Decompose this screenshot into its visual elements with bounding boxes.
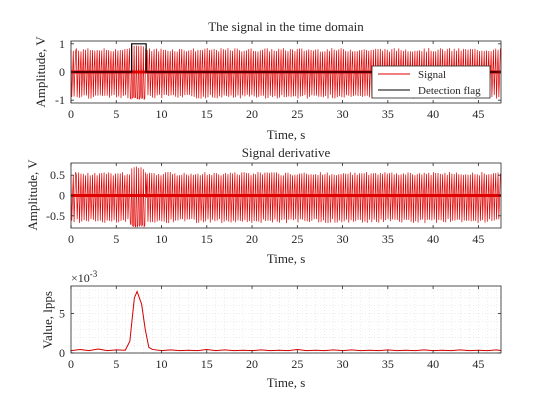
series-line-detection-flag [71, 43, 501, 73]
legend-box [371, 65, 491, 99]
panel3-y-ticks: 05 [59, 307, 501, 360]
panel2-ylabel: Amplitude, V [25, 159, 40, 231]
panel-derivative: Signal derivative 0 5 10 15 20 25 30 35 40 45 -0.… [25, 145, 502, 266]
x-tick-label: 5 [113, 107, 119, 121]
panel3-exponent-power: -3 [90, 269, 98, 279]
x-tick-label: 30 [337, 107, 349, 121]
x-tick-label: 25 [291, 107, 303, 121]
legend-detection-flag-label: Detection flag [418, 85, 481, 97]
panel3-grid [70, 286, 501, 354]
x-tick-label: 35 [382, 232, 394, 246]
panel3-axes-box [70, 285, 502, 354]
y-tick-label: -0.5 [46, 209, 65, 223]
x-tick-label: 30 [337, 232, 349, 246]
y-tick-label: 0 [59, 65, 65, 79]
x-tick-label: 10 [156, 357, 168, 371]
panel3-x-ticks: 0 5 10 15 20 25 30 35 40 45 [68, 286, 484, 371]
x-tick-label: 10 [156, 232, 168, 246]
series-line-signal [70, 44, 501, 100]
x-tick-label: 40 [427, 357, 439, 371]
legend-signal-label: Signal [418, 69, 446, 81]
x-tick-label: 0 [68, 357, 74, 371]
y-tick-label: 0.5 [50, 168, 65, 182]
panel3-exponent: ×10-3 [71, 269, 98, 285]
panel-time-domain: The signal in the time domain 0 5 10 15 20 25… [33, 19, 502, 142]
panel3-xlabel: Time, s [267, 375, 306, 390]
panel1-ylabel: Amplitude, V [33, 36, 48, 108]
panel3-ylabel: Value, lpps [40, 291, 55, 349]
y-tick-label: -1 [55, 93, 65, 107]
x-tick-label: 45 [472, 232, 484, 246]
x-tick-label: 0 [68, 107, 74, 121]
series-line-value [70, 290, 502, 352]
x-tick-label: 25 [291, 357, 303, 371]
series-line-signal [70, 166, 501, 228]
x-tick-label: 35 [382, 107, 394, 121]
y-tick-label: 5 [59, 307, 65, 321]
x-tick-label: 30 [337, 357, 349, 371]
x-tick-label: 35 [382, 357, 394, 371]
panel2-title: Signal derivative [242, 145, 331, 160]
x-tick-label: 45 [472, 107, 484, 121]
panel2-plot-area [70, 166, 501, 228]
x-tick-label: 20 [246, 107, 258, 121]
x-tick-label: 5 [113, 357, 119, 371]
panel2-x-ticks: 0 5 10 15 20 25 30 35 40 45 [68, 163, 484, 246]
panel-value: ×10-3 0 5 10 15 20 25 30 35 40 45 05 Time, s Valu… [40, 269, 502, 390]
y-tick-label: 0 [59, 346, 65, 360]
x-tick-label: 5 [113, 232, 119, 246]
x-tick-label: 15 [201, 232, 213, 246]
x-tick-label: 45 [472, 357, 484, 371]
panel1-x-ticks: 0 5 10 15 20 25 30 35 40 45 [68, 41, 484, 121]
y-tick-label: 1 [59, 37, 65, 51]
x-tick-label: 10 [156, 107, 168, 121]
panel3-plot-area [70, 290, 502, 352]
x-tick-label: 0 [68, 232, 74, 246]
x-tick-label: 15 [201, 357, 213, 371]
panel1-legend: Signal Detection flag [371, 65, 491, 99]
panel2-xlabel: Time, s [267, 251, 306, 266]
panel2-y-ticks: -0.5 0 0.5 [46, 168, 501, 223]
panel1-y-ticks: -1 0 1 [55, 37, 501, 107]
x-tick-label: 20 [246, 232, 258, 246]
panel3-exponent-base: ×10 [71, 271, 90, 285]
y-tick-label: 0 [59, 189, 65, 203]
x-tick-label: 20 [246, 357, 258, 371]
x-tick-label: 15 [201, 107, 213, 121]
panel1-title: The signal in the time domain [208, 19, 364, 34]
x-tick-label: 40 [427, 232, 439, 246]
x-tick-label: 40 [427, 107, 439, 121]
x-tick-label: 25 [291, 232, 303, 246]
panel1-xlabel: Time, s [267, 127, 306, 142]
